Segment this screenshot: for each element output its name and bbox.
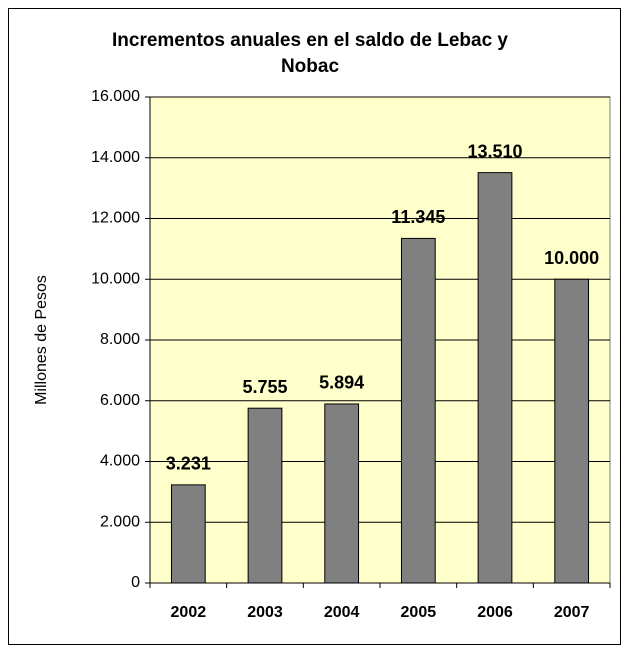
y-tick-label: 6.000	[100, 392, 140, 409]
bar	[170, 484, 206, 584]
y-tick-label: 14.000	[91, 149, 140, 166]
y-axis-label: Millones de Pesos	[33, 275, 50, 405]
bar	[324, 403, 360, 584]
x-tick-label: 2002	[171, 604, 207, 621]
y-tick-label: 16.000	[91, 88, 140, 105]
data-label: 3.231	[166, 454, 211, 474]
data-label: 5.894	[319, 373, 364, 393]
data-label: 10.000	[544, 248, 599, 268]
x-tick-label: 2003	[247, 604, 283, 621]
y-tick-label: 12.000	[91, 210, 140, 227]
chart-title: Incrementos anuales en el saldo de Lebac…	[112, 30, 508, 77]
y-tick-label: 4.000	[100, 453, 140, 470]
data-label: 11.345	[391, 207, 445, 227]
bar	[400, 237, 436, 584]
y-tick-label: 0	[131, 574, 140, 591]
x-tick-label: 2006	[477, 604, 513, 621]
x-tick-label: 2007	[554, 604, 590, 621]
y-tick-label: 2.000	[100, 513, 140, 530]
x-tick-label: 2004	[324, 604, 360, 621]
y-tick-label: 8.000	[100, 331, 140, 348]
bar	[477, 172, 513, 584]
x-tick-label: 2005	[401, 604, 437, 621]
bar	[554, 278, 590, 584]
y-tick-label: 10.000	[91, 270, 140, 287]
data-label: 13.510	[467, 141, 522, 161]
data-label: 5.755	[242, 377, 287, 397]
bar	[247, 407, 283, 584]
